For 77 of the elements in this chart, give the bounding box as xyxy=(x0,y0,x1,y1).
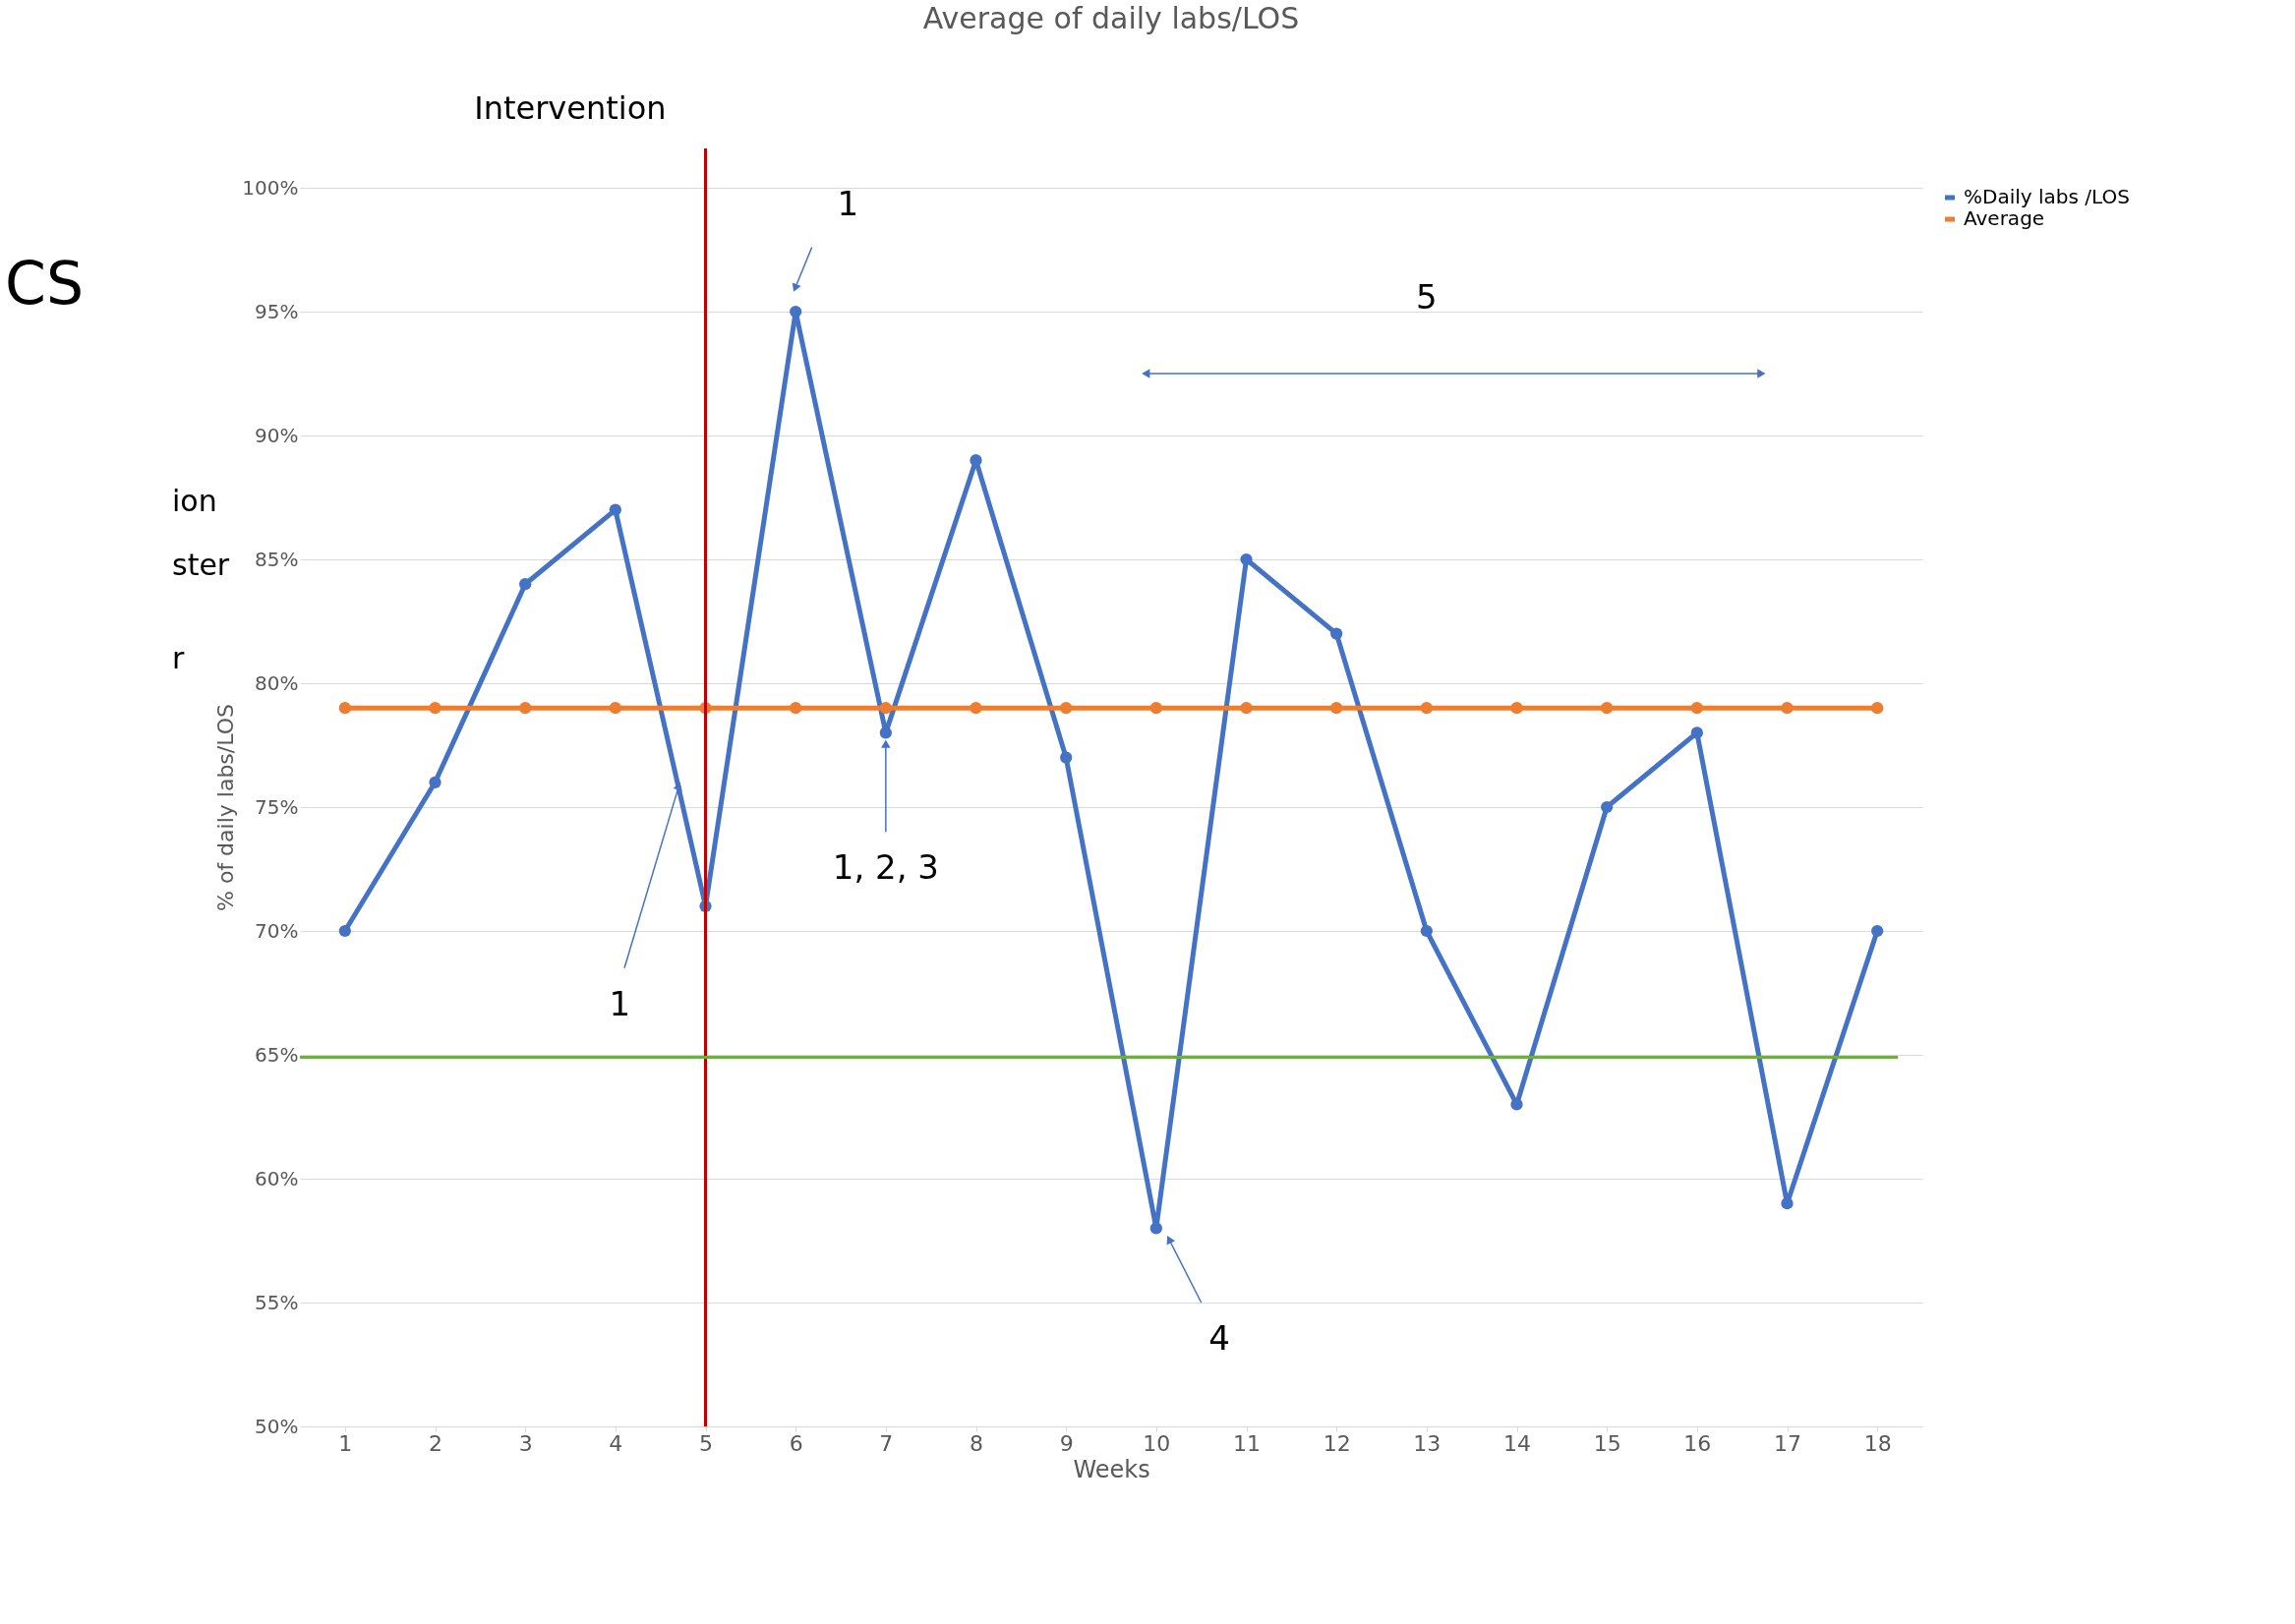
x-tick-label: 8 xyxy=(970,1430,983,1456)
y-tick-label: 60% xyxy=(255,1166,299,1190)
point xyxy=(338,702,351,715)
point xyxy=(1510,702,1523,715)
point xyxy=(1420,924,1433,938)
text: r xyxy=(172,641,185,675)
point xyxy=(790,305,802,319)
y-tick-label: 90% xyxy=(255,423,299,447)
x-tick-label: 12 xyxy=(1323,1430,1351,1456)
point xyxy=(1330,627,1343,640)
y-tick-label: 50% xyxy=(255,1414,299,1438)
point xyxy=(1510,1098,1523,1111)
point xyxy=(1781,702,1794,715)
point xyxy=(519,702,532,715)
annotation: 1 xyxy=(609,983,631,1023)
point xyxy=(1060,702,1073,715)
y-tick-label: 55% xyxy=(255,1290,299,1314)
annotation: 1, 2, 3 xyxy=(832,847,939,887)
point xyxy=(1149,1222,1162,1235)
x-tick-label: 11 xyxy=(1233,1430,1261,1456)
point xyxy=(1601,800,1614,814)
point xyxy=(1240,702,1253,715)
annotation: 4 xyxy=(1208,1317,1230,1358)
y-tick-label: 65% xyxy=(255,1042,299,1067)
point xyxy=(1330,702,1343,715)
y-tick-label: 75% xyxy=(255,794,299,819)
ref-line-label: Intervention xyxy=(474,89,667,127)
annotation: 1 xyxy=(837,183,859,223)
y-tick-label: 95% xyxy=(255,299,299,323)
x-tick-label: 7 xyxy=(879,1430,894,1456)
point xyxy=(1420,702,1433,715)
x-tick-label: 2 xyxy=(429,1430,442,1456)
x-tick-label: 14 xyxy=(1503,1430,1531,1456)
point xyxy=(1060,751,1073,764)
x-tick-label: 10 xyxy=(1143,1430,1171,1456)
x-tick-label: 17 xyxy=(1774,1430,1801,1456)
y-axis-title: % of daily labs/LOS xyxy=(213,704,239,911)
x-tick-label: 13 xyxy=(1413,1430,1442,1456)
point xyxy=(1601,702,1614,715)
y-tick-label: 70% xyxy=(255,918,299,943)
x-tick-label: 6 xyxy=(789,1430,803,1456)
legend-label: Average xyxy=(1964,206,2045,230)
legend-label: %Daily labs /LOS xyxy=(1964,185,2130,208)
y-tick-label: 85% xyxy=(255,547,299,571)
y-tick-label: 100% xyxy=(242,175,299,200)
x-axis-title: Weeks xyxy=(1073,1455,1150,1483)
x-tick-label: 3 xyxy=(518,1430,533,1456)
point xyxy=(1781,1197,1794,1210)
point xyxy=(429,702,441,715)
point xyxy=(970,702,982,715)
point xyxy=(1149,702,1162,715)
point xyxy=(879,726,892,739)
x-tick-label: 5 xyxy=(699,1430,713,1456)
x-tick-label: 1 xyxy=(338,1430,353,1456)
chart-title: Average of daily labs/LOS xyxy=(922,1,1300,35)
x-tick-label: 4 xyxy=(609,1430,623,1456)
point xyxy=(879,702,892,715)
x-tick-label: 15 xyxy=(1593,1430,1621,1456)
point xyxy=(519,578,532,591)
x-tick-label: 18 xyxy=(1863,1430,1892,1456)
annotation: 5 xyxy=(1416,277,1438,318)
point xyxy=(1871,924,1884,938)
text: CS xyxy=(5,249,84,318)
point xyxy=(429,776,441,788)
x-tick-label: 9 xyxy=(1059,1430,1074,1456)
point xyxy=(609,503,621,516)
x-tick-label: 16 xyxy=(1683,1430,1712,1456)
point xyxy=(1871,702,1884,715)
point xyxy=(1690,702,1703,715)
text: ster xyxy=(172,548,230,582)
point xyxy=(790,702,802,715)
y-tick-label: 80% xyxy=(255,670,299,695)
point xyxy=(338,924,351,938)
point xyxy=(1690,726,1703,739)
point xyxy=(1240,552,1253,566)
point xyxy=(609,702,621,715)
text: ion xyxy=(172,484,217,518)
